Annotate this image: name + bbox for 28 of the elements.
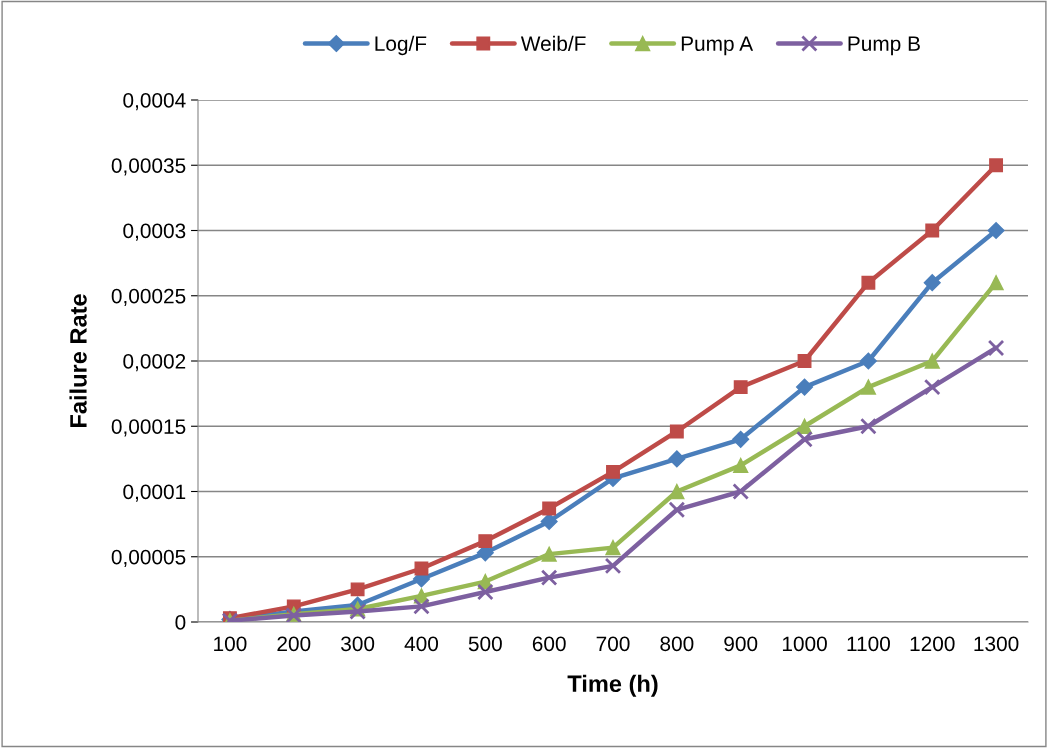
x-tick-label: 1100 [847, 636, 890, 652]
x-tick-label: 600 [532, 636, 566, 652]
x-tick-label: 300 [341, 636, 375, 652]
x-tick-label: 1000 [782, 636, 827, 652]
y-tick-label: 0,00035 [111, 158, 186, 176]
x-tick-label: 800 [660, 636, 694, 652]
legend-label: Log/F [375, 35, 427, 56]
y-tick-label: 0,0004 [123, 93, 186, 111]
x-tick-label: 1300 [974, 636, 1019, 652]
x-tick-label: 700 [596, 636, 630, 652]
y-axis-title: Failure Rate [69, 294, 87, 427]
legend-label: Weib/F [520, 35, 586, 52]
y-tick-label: 0,0002 [123, 354, 186, 372]
y-tick-label: 0 [175, 615, 186, 630]
y-tick-label: 0,00025 [111, 288, 186, 306]
y-tick-label: 0,00005 [111, 549, 186, 567]
x-tick-label: 1200 [910, 636, 955, 652]
x-tick-label: 500 [468, 636, 502, 652]
legend-label: Pump A [681, 36, 754, 56]
legend-label: Pump B [848, 36, 920, 56]
x-axis-title: Time (h) [567, 674, 658, 697]
x-tick-label: 400 [404, 636, 439, 652]
x-tick-label: 100 [214, 636, 247, 652]
x-tick-label: 900 [724, 636, 758, 652]
y-tick-label: 0,0003 [123, 223, 186, 241]
x-tick-label: 200 [277, 636, 311, 652]
y-tick-label: 0,00015 [111, 419, 186, 437]
y-tick-label: 0,0001 [123, 484, 186, 502]
